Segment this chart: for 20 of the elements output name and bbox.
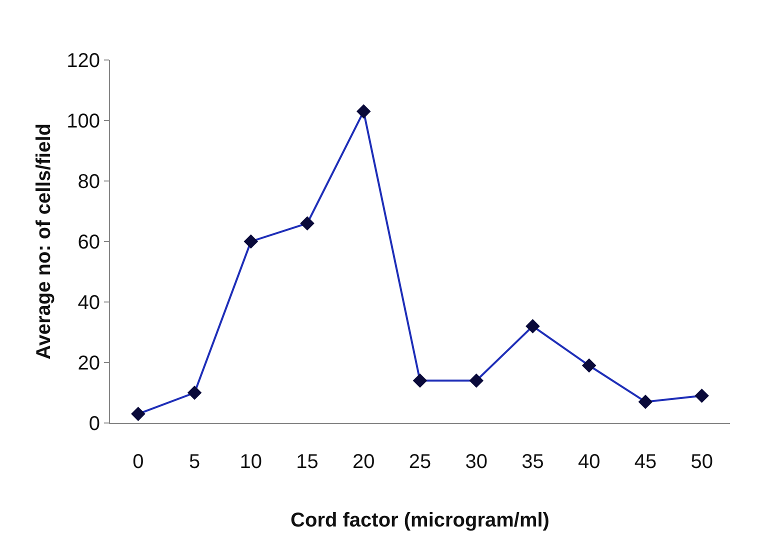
x-tick-label: 5 — [188, 451, 200, 473]
x-tick-label: 25 — [408, 451, 432, 473]
y-tick-label: 40 — [78, 292, 100, 314]
x-tick-label: 0 — [132, 451, 144, 473]
y-tick-label: 100 — [66, 110, 100, 132]
x-axis-title: Cord factor (microgram/ml) — [290, 510, 550, 532]
y-axis-title: Average no: of cells/field — [33, 124, 56, 360]
x-tick-label: 40 — [578, 451, 600, 473]
y-tick-label: 0 — [88, 413, 100, 435]
x-tick-label: 50 — [690, 451, 713, 473]
x-tick-label: 45 — [634, 451, 657, 473]
x-tick-label: 35 — [522, 451, 544, 473]
x-tick-label: 10 — [240, 451, 262, 473]
x-tick-label: 30 — [465, 451, 488, 473]
y-tick-label: 20 — [78, 352, 100, 374]
y-tick-label: 120 — [66, 50, 100, 72]
x-tick-label: 15 — [296, 451, 318, 473]
y-tick-label: 60 — [78, 232, 100, 254]
x-tick-label: 20 — [352, 451, 375, 473]
y-tick-label: 80 — [78, 171, 100, 193]
